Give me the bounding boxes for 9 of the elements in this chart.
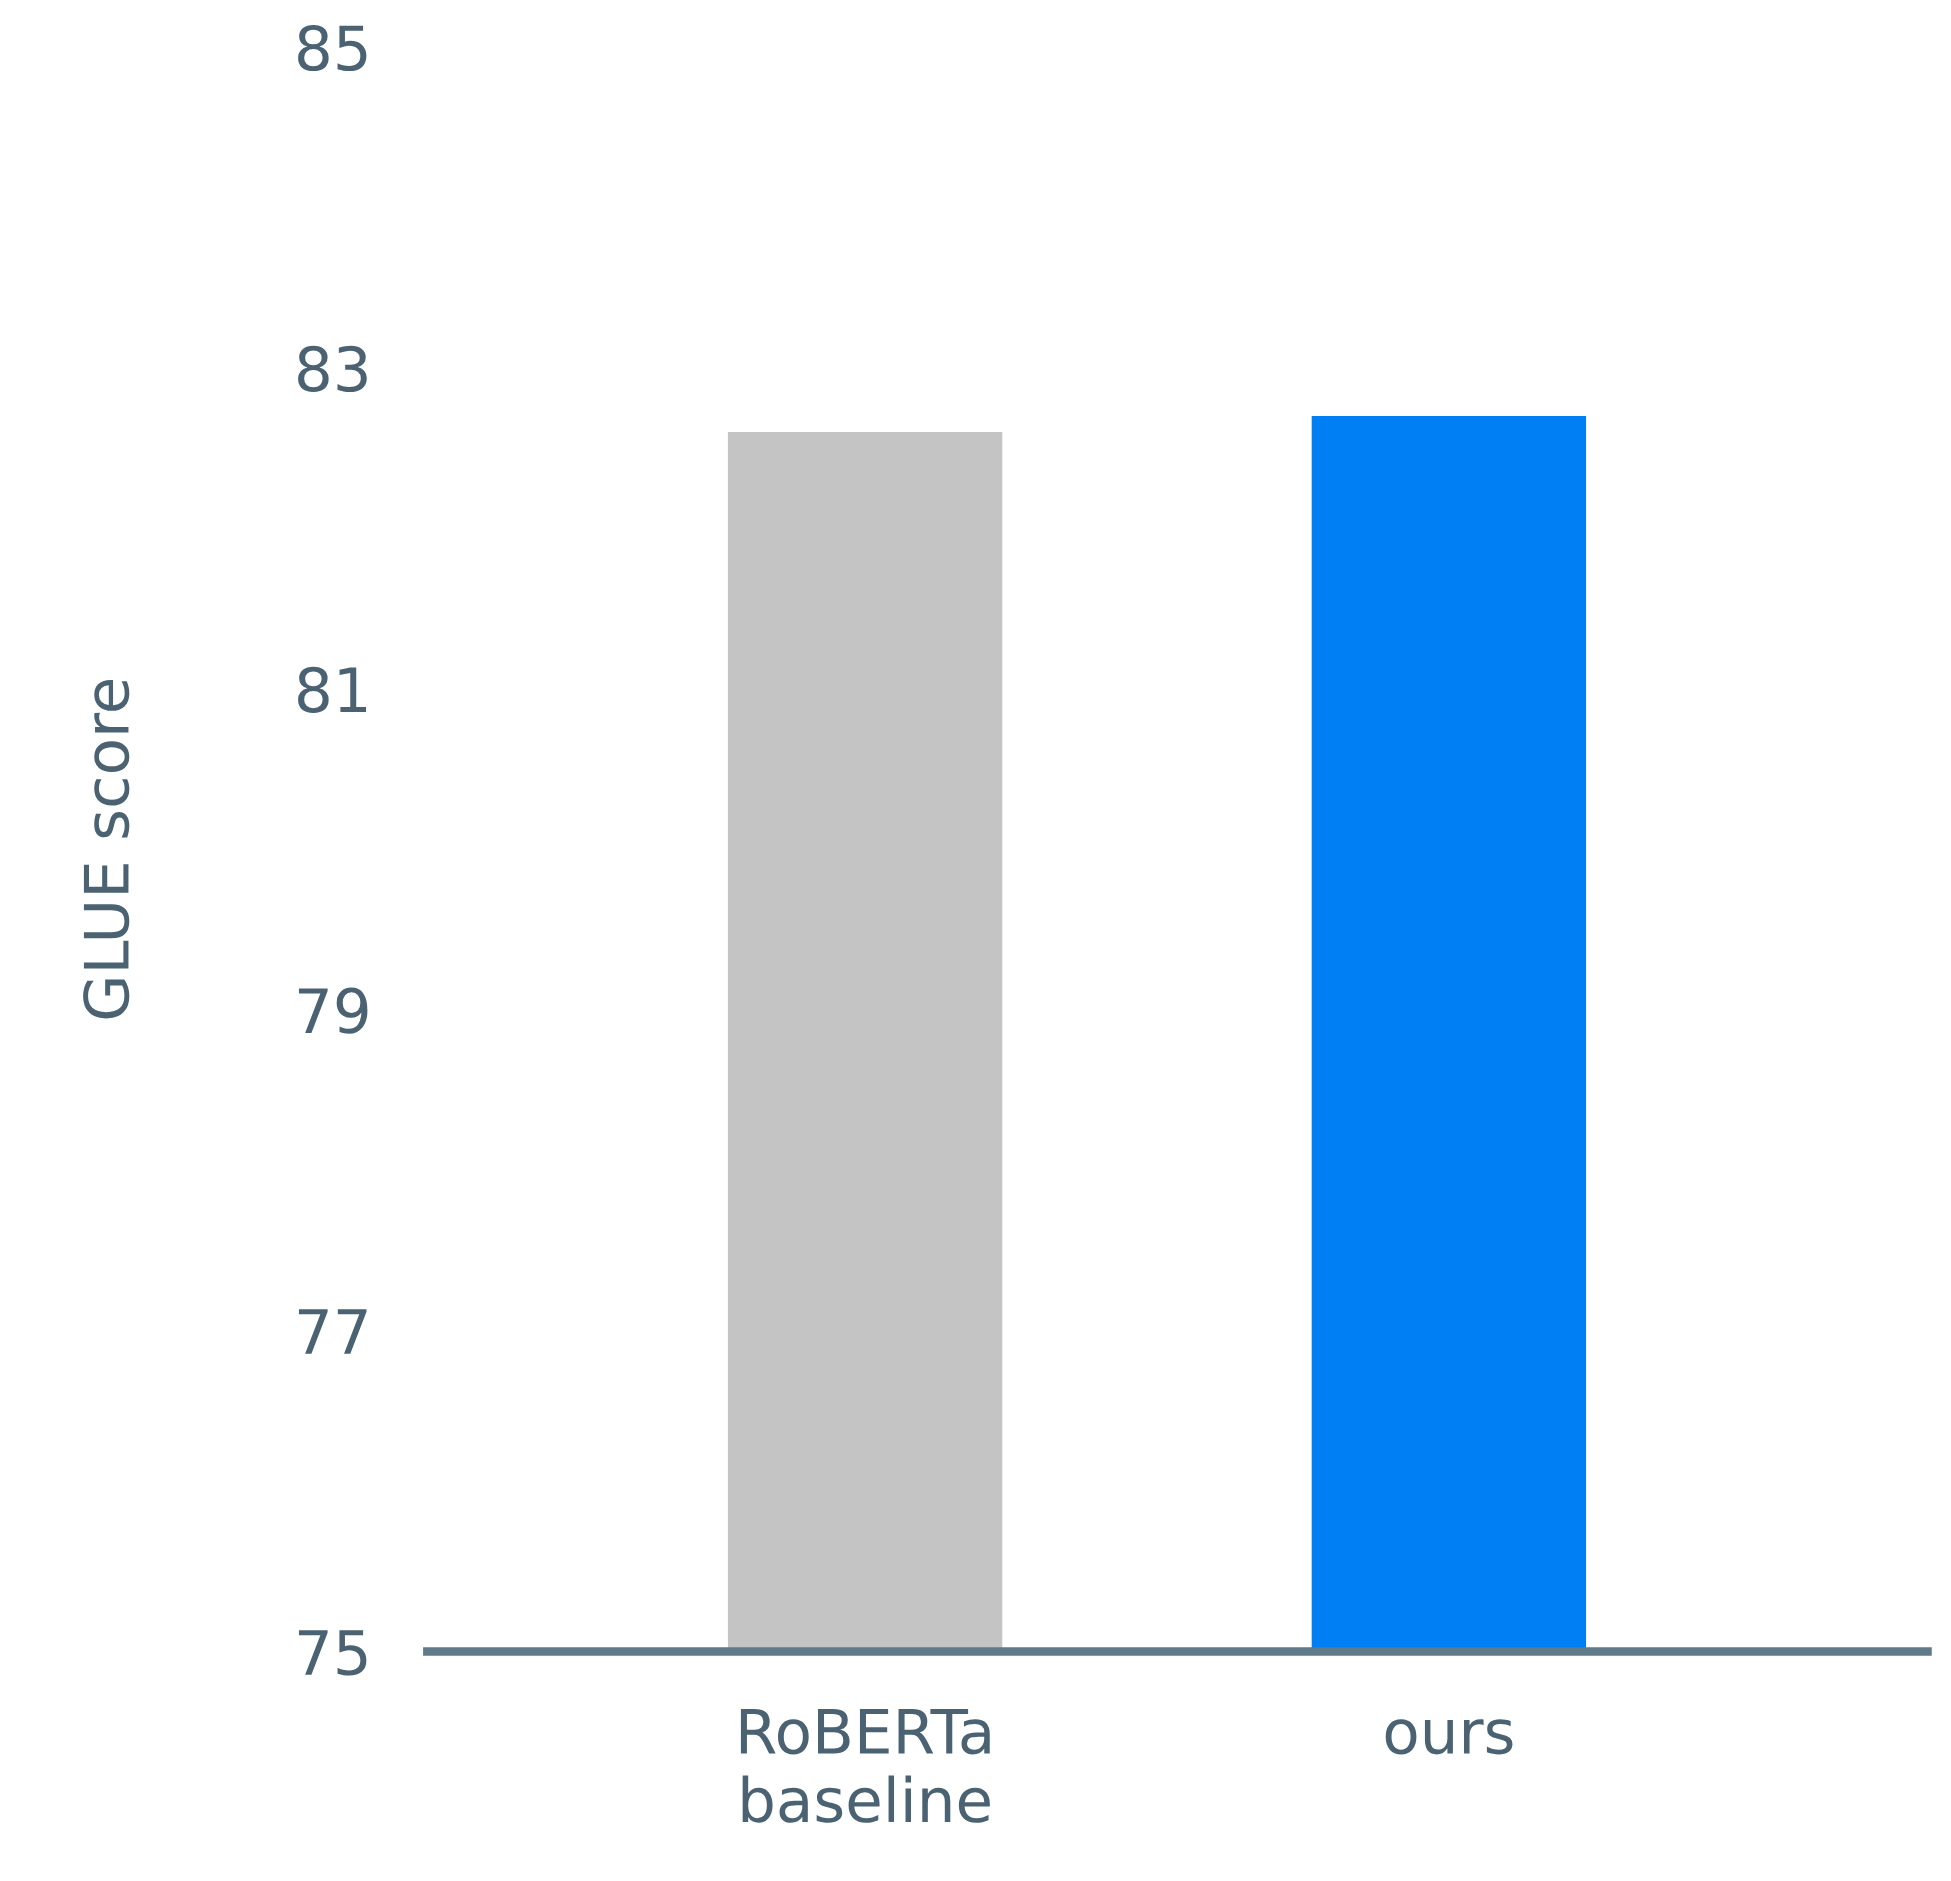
y-tick-label: 81	[298, 666, 367, 713]
y-tick-label: 75	[298, 1630, 367, 1676]
y-tick-label: 79	[298, 987, 368, 1034]
y-axis-title: GLUE score	[83, 679, 130, 1019]
x-tick-label: RoBERTa baseline	[740, 1708, 990, 1823]
y-tick-label: 77	[298, 1309, 367, 1354]
x-tick-label: ours	[1385, 1719, 1513, 1755]
y-tick-label: 83	[298, 345, 367, 393]
y-tick-label: 85	[298, 24, 367, 72]
